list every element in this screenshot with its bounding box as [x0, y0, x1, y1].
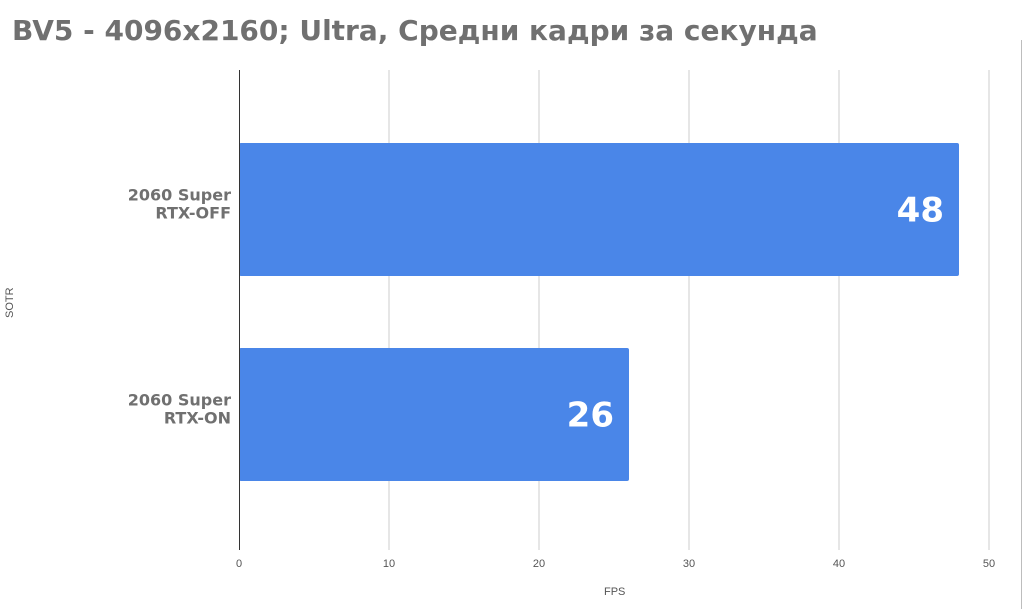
- bar: [239, 348, 629, 481]
- x-tick-label: 40: [833, 558, 845, 570]
- x-tick-label: 10: [383, 558, 395, 570]
- x-tick-label: 50: [983, 558, 995, 570]
- bar-data-label: 26: [567, 396, 614, 436]
- bar-data-label: 48: [897, 191, 944, 231]
- x-tick-label: 20: [533, 558, 545, 570]
- x-axis-title: FPS: [604, 586, 626, 598]
- x-tick-label: 0: [236, 558, 242, 570]
- bar: [239, 143, 959, 276]
- x-tick-label: 30: [683, 558, 695, 570]
- category-label: 2060 Super: [128, 186, 231, 205]
- category-label: RTX-ON: [164, 409, 231, 428]
- panel-edge-line: [1021, 40, 1022, 609]
- category-label: 2060 Super: [128, 391, 231, 410]
- chart-title: BV5 - 4096x2160; Ultra, Средни кадри за …: [12, 14, 818, 47]
- category-label: RTX-OFF: [155, 204, 231, 223]
